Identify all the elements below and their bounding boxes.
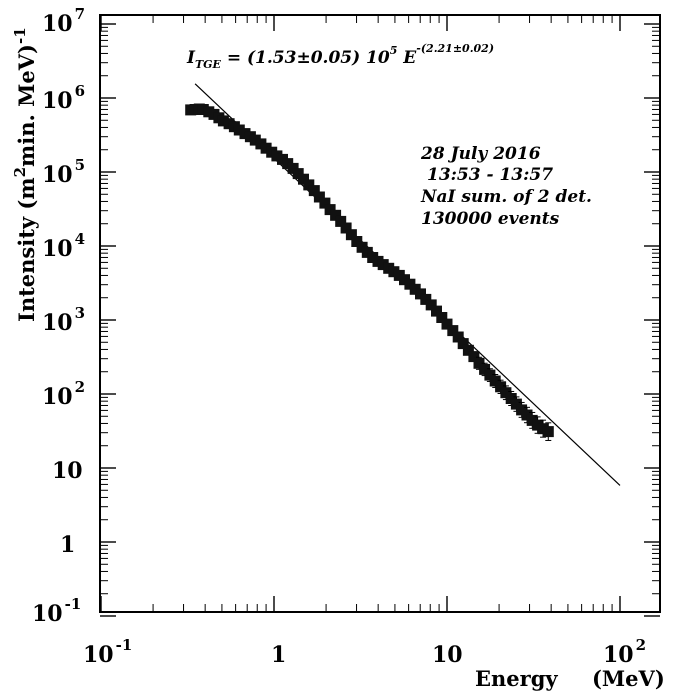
fit-formula: ITGE = (1.53±0.05) 105 E-(2.21±0.02) [186, 42, 494, 71]
x-axis-title: Energy [475, 666, 558, 691]
data-point [500, 387, 512, 399]
data-point [303, 179, 315, 191]
data-point [260, 142, 272, 154]
y-tick-label-10: 10 [52, 458, 83, 484]
x-tick-label-10: 10 [432, 642, 463, 668]
data-point [468, 351, 480, 363]
y-axis-title: Intensity (m2min. MeV)-1 [11, 27, 39, 322]
data-point [233, 124, 245, 136]
annotation-events: 130000 events [421, 209, 560, 229]
y-tick-label-1e-1: 10 -1 [32, 595, 81, 627]
data-point [436, 312, 448, 323]
y-tick-label-1: 1 [60, 532, 75, 558]
data-point [335, 215, 347, 227]
x-axis-tick-labels: 10 -1 1 10 10 2 [83, 636, 646, 668]
data-point [510, 398, 522, 410]
data-point [542, 426, 554, 438]
annotation-date: 28 July 2016 [420, 144, 541, 164]
data-point [313, 191, 325, 203]
data-point [298, 173, 309, 185]
data-point [319, 197, 331, 209]
x-tick-label-1: 1 [271, 642, 286, 668]
data-point [447, 325, 459, 337]
data-point [292, 168, 304, 180]
data-point [330, 209, 342, 221]
x-tick-label-1e-1: 10 -1 [83, 636, 132, 668]
data-point [351, 236, 363, 247]
x-axis-major-ticks [100, 15, 621, 612]
y-axis-tick-labels: 10 -1 1 10 10 2 10 3 10 4 10 5 10 6 10 7 [32, 5, 85, 627]
data-point [217, 115, 229, 127]
data-points [185, 103, 554, 441]
plot-frame [99, 14, 661, 613]
data-point [345, 229, 357, 241]
x-axis-minor-ticks [152, 15, 613, 612]
data-point [462, 344, 474, 356]
data-point [505, 393, 517, 404]
annotation-block: 28 July 2016 13:53 - 13:57 NaI sum. of 2… [420, 144, 592, 229]
data-point [425, 299, 437, 311]
data-point [484, 369, 496, 381]
y-tick-label-1e5: 10 5 [42, 156, 85, 188]
data-point [441, 318, 453, 330]
y-axis-minor-ticks [100, 26, 660, 595]
data-point [457, 338, 469, 350]
y-tick-label-1e3: 10 3 [42, 304, 85, 336]
data-point [479, 363, 491, 375]
x-axis-unit: (MeV) [592, 666, 665, 691]
y-axis-major-ticks [100, 23, 660, 617]
x-tick-label-1e2: 10 2 [603, 636, 646, 668]
annotation-detector: NaI sum. of 2 det. [420, 187, 592, 207]
y-tick-label-1e7: 10 7 [42, 5, 85, 37]
data-point [308, 185, 320, 197]
data-point [249, 134, 261, 146]
data-point [473, 357, 485, 369]
data-point [271, 150, 283, 162]
y-tick-label-1e2: 10 2 [42, 378, 85, 410]
data-point [324, 204, 336, 216]
y-tick-label-1e4: 10 4 [42, 230, 85, 262]
data-point [495, 381, 507, 393]
y-tick-label-1e6: 10 6 [42, 82, 85, 114]
data-point [452, 331, 464, 343]
data-point [489, 375, 501, 387]
data-point [431, 305, 442, 317]
data-point [340, 222, 352, 234]
annotation-time: 13:53 - 13:57 [427, 165, 553, 185]
